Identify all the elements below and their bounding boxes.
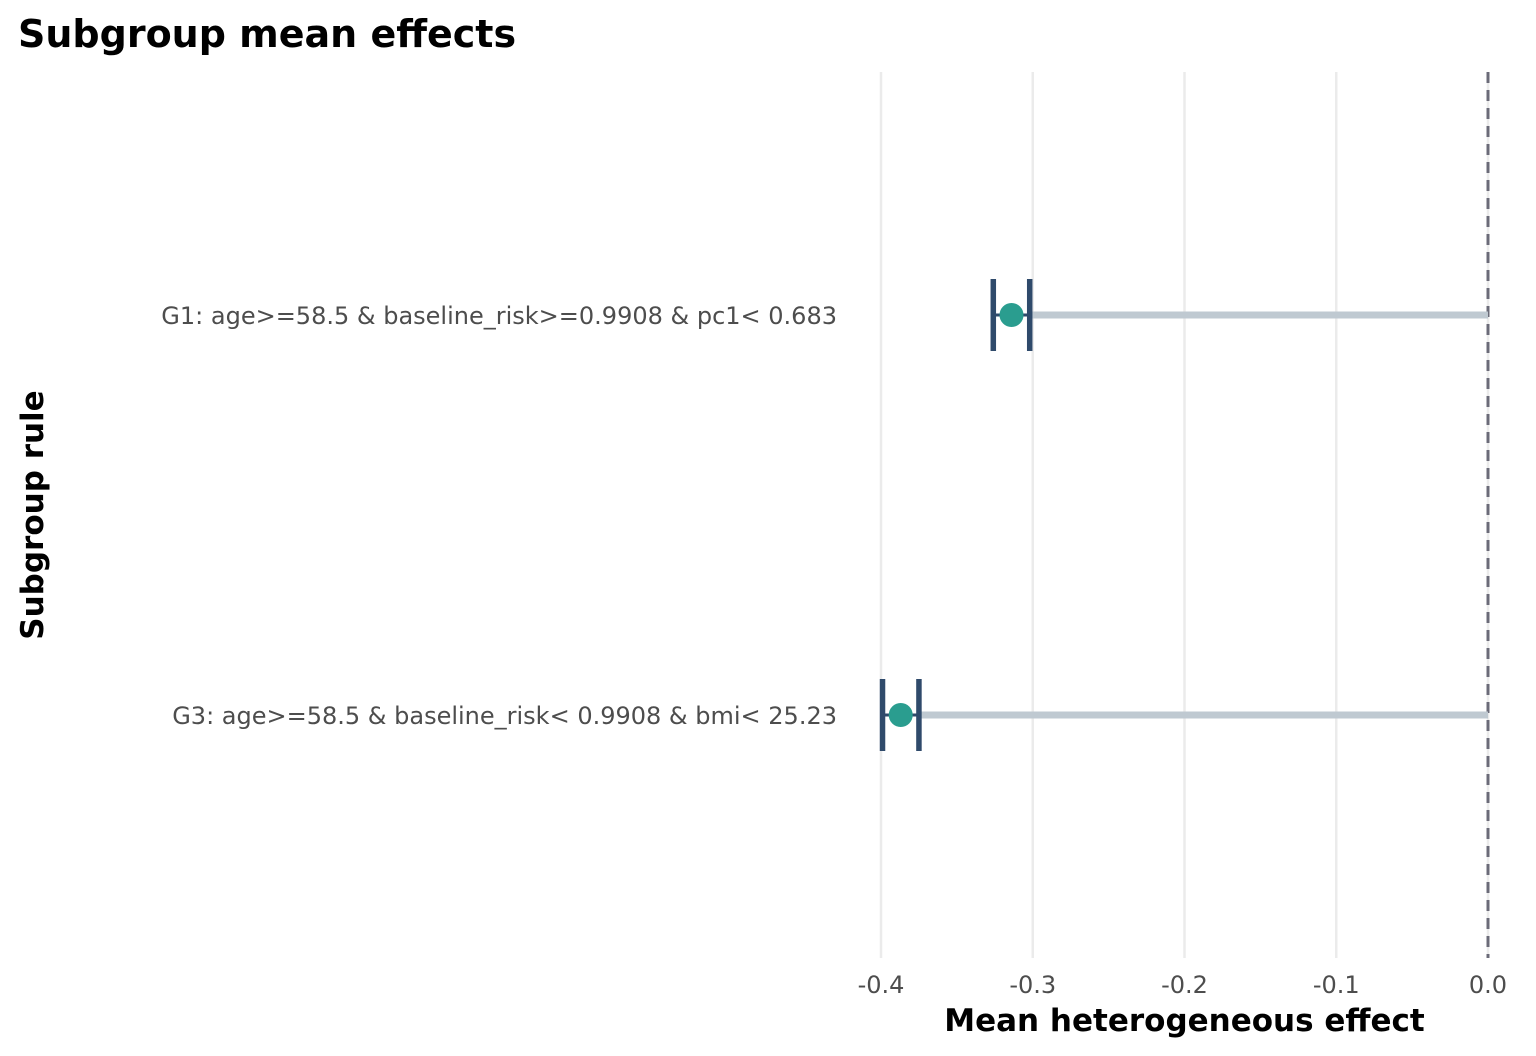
mean-point-1 [888, 703, 913, 727]
y-category-label-1: G3: age>=58.5 & baseline_risk< 0.9908 & … [172, 702, 837, 730]
y-category-labels: G1: age>=58.5 & baseline_risk>=0.9908 & … [161, 302, 837, 730]
marks-layer [879, 279, 1488, 751]
x-tick-label-0: -0.4 [858, 971, 905, 999]
y-axis-title: Subgroup rule [15, 390, 51, 639]
chart-title: Subgroup mean effects [18, 12, 516, 56]
x-tick-labels: -0.4 -0.3 -0.2 -0.1 0.0 [858, 971, 1508, 999]
x-tick-label-4: 0.0 [1469, 971, 1507, 999]
grid-layer [879, 72, 1490, 958]
x-tick-label-2: -0.2 [1161, 971, 1208, 999]
y-category-label-0: G1: age>=58.5 & baseline_risk>=0.9908 & … [161, 302, 837, 330]
x-tick-label-1: -0.3 [1009, 971, 1056, 999]
x-axis-title: Mean heterogeneous effect [944, 1003, 1425, 1039]
mean-point-0 [999, 303, 1024, 327]
x-tick-label-3: -0.1 [1313, 971, 1360, 999]
